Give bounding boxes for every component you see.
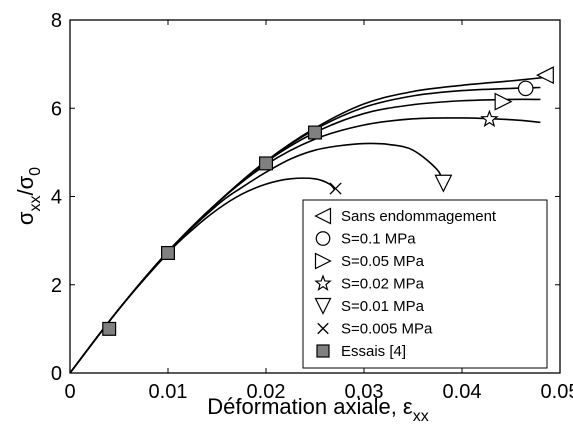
experimental-point: [102, 321, 117, 336]
marker-layer: [102, 66, 554, 336]
series-marker-5: [329, 182, 342, 195]
legend-marker-4: [314, 297, 332, 315]
experimental-point: [259, 156, 274, 171]
legend-marker-2: [314, 252, 332, 270]
series-marker-1: [517, 80, 534, 97]
legend-marker-1: [315, 231, 331, 246]
y-tick-label: 6: [51, 98, 62, 120]
y-tick-label: 4: [51, 187, 62, 209]
x-tick-label: 0.05: [541, 381, 573, 403]
x-tick-label: 0.03: [345, 381, 384, 403]
legend-label-3: S=0.02 MPa: [341, 276, 425, 293]
series-marker-0: [535, 66, 554, 85]
y-axis-label-slash: /σ: [13, 175, 38, 195]
y-axis-ticks: 0 2 4 6 8: [51, 10, 560, 385]
x-tick-label: 0.01: [149, 381, 188, 403]
x-axis-label-main: Déformation axiale, ε: [207, 394, 413, 419]
legend: Sans endommagement S=0.1 MPa S=0.05 MPa S=0…: [302, 199, 548, 369]
legend-label-6: Essais [4]: [341, 343, 406, 360]
legend-label-4: S=0.01 MPa: [341, 298, 425, 315]
legend-marker-3: [314, 274, 332, 291]
x-tick-label: 0.02: [247, 381, 286, 403]
series-marker-3: [480, 109, 499, 128]
legend-label-0: Sans endommagement: [341, 208, 497, 225]
legend-marker-5: [317, 322, 329, 335]
legend-box: [302, 199, 548, 369]
y-axis-label: σxx/σ0: [13, 167, 44, 225]
x-axis-ticks: 0 0.01 0.02 0.03 0.04 0.05: [64, 20, 573, 403]
y-tick-label: 8: [51, 10, 62, 32]
legend-marker-0: [314, 207, 332, 225]
legend-marker-6: [316, 344, 330, 358]
x-tick-label: 0.04: [443, 381, 482, 403]
series-marker-2: [494, 92, 513, 111]
x-tick-label: 0: [64, 381, 75, 403]
experimental-point: [161, 245, 176, 260]
y-axis-label-sub-xx: xx: [27, 196, 44, 212]
plot-area: [69, 19, 561, 374]
legend-label-2: S=0.05 MPa: [341, 253, 425, 270]
y-axis-label-sigma: σ: [13, 211, 38, 225]
y-axis-label-sub-0: 0: [27, 167, 44, 176]
legend-entries: Sans endommagement S=0.1 MPa S=0.05 MPa S=0…: [314, 207, 497, 360]
x-axis-label-sub: xx: [413, 408, 429, 425]
series-line-5: [69, 177, 336, 374]
experimental-point: [308, 125, 323, 140]
legend-label-5: S=0.005 MPa: [341, 321, 433, 338]
series-marker-4: [434, 174, 453, 193]
x-axis-label: Déformation axiale, εxx: [207, 394, 428, 425]
y-tick-label: 2: [51, 275, 62, 297]
y-tick-label: 0: [51, 363, 62, 385]
legend-label-1: S=0.1 MPa: [341, 231, 416, 248]
